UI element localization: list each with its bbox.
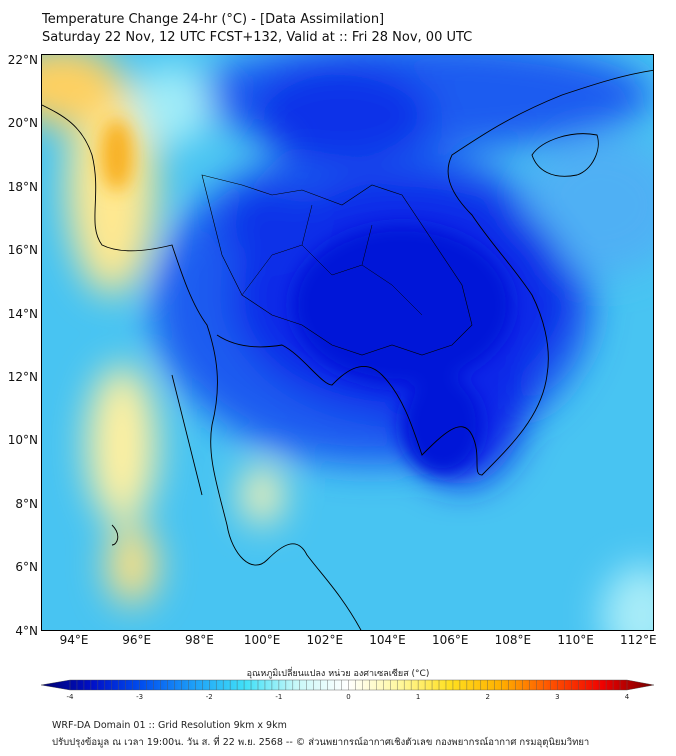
lat-label: 4°N [15,623,38,638]
map-field [42,55,653,630]
lat-label: 20°N [7,116,38,131]
lon-label: 94°E [59,633,89,647]
colorbar-tick-label: 4 [624,693,630,701]
lat-label: 10°N [7,433,38,448]
lon-label: 102°E [306,633,344,647]
colorbar-tick-label: 1 [415,693,421,701]
colorbar-tick-label: -1 [275,693,283,701]
colorbar-tick-label: -4 [66,693,74,701]
colorbar-tick-label: -2 [205,693,213,701]
lon-label: 104°E [369,633,406,647]
lon-label: 98°E [184,633,214,647]
lon-label: 110°E [557,633,594,647]
colorbar-tick-label: 2 [485,693,490,701]
footer-model-info: WRF-DA Domain 01 :: Grid Resolution 9km … [52,720,287,731]
map-subtitle: Saturday 22 Nov, 12 UTC FCST+132, Valid … [42,30,473,45]
colorbar-tick-label: 0 [346,693,351,701]
lon-label: 112°E [620,633,657,647]
map-title: Temperature Change 24-hr (°C) - [Data As… [42,12,385,27]
lon-label: 96°E [122,633,152,647]
temperature-change-map [41,54,654,631]
footer-update-info: ปรับปรุงข้อมูล ณ เวลา 19:00น. วัน ส. ที่… [52,737,590,748]
lon-label: 100°E [243,633,281,647]
lat-label: 14°N [7,306,38,321]
lat-label: 22°N [7,53,38,67]
lon-label: 108°E [494,633,532,647]
lat-label: 6°N [15,560,38,575]
colorbar-tick-label: -3 [136,693,144,701]
lat-label: 12°N [7,370,38,384]
lat-label: 8°N [15,496,38,511]
colorbar-label: อุณหภูมิเปลี่ยนแปลง หน่วย องศาเซลเซียส (… [246,669,430,679]
coastlines [42,69,653,630]
lat-label: 16°N [7,243,38,258]
colorbar-tick-label: 3 [555,693,560,701]
lon-label: 106°E [431,633,469,647]
lat-label: 18°N [7,179,38,194]
